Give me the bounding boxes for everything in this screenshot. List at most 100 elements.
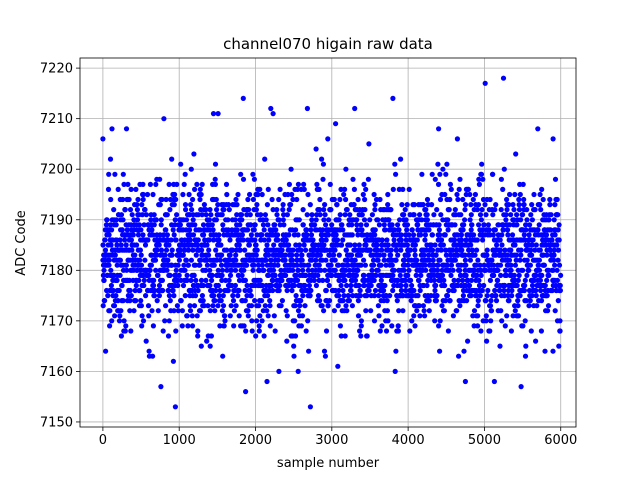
data-point <box>543 232 550 238</box>
data-point <box>197 196 203 203</box>
data-point <box>502 282 508 289</box>
data-point <box>136 277 142 283</box>
data-point <box>497 287 503 294</box>
data-point <box>283 272 289 278</box>
data-point <box>270 277 276 283</box>
data-point <box>266 252 272 258</box>
data-point <box>424 212 430 218</box>
data-point <box>468 242 474 248</box>
data-point <box>124 267 130 273</box>
data-point <box>436 222 442 228</box>
data-point <box>391 227 398 233</box>
data-point <box>500 186 506 192</box>
data-point <box>208 333 214 339</box>
data-point <box>193 277 199 283</box>
data-point <box>120 171 126 177</box>
data-point <box>402 207 408 213</box>
data-point <box>242 298 248 304</box>
outlier-point <box>109 126 115 132</box>
data-point <box>297 303 303 309</box>
data-point <box>378 277 384 283</box>
data-point <box>310 252 316 258</box>
data-point <box>156 242 162 248</box>
data-point <box>432 176 438 182</box>
data-point <box>281 222 287 228</box>
data-point <box>145 237 151 243</box>
data-point <box>532 247 538 253</box>
data-point <box>313 282 319 289</box>
data-point <box>374 242 380 248</box>
data-point <box>245 313 251 319</box>
data-point <box>414 257 420 263</box>
data-point <box>524 217 530 223</box>
data-point <box>206 247 212 253</box>
data-point <box>489 257 495 263</box>
data-point <box>538 207 544 213</box>
data-point <box>191 303 198 309</box>
data-point <box>192 293 199 299</box>
data-point <box>520 181 526 187</box>
data-point <box>266 237 272 243</box>
x-tick-label: 0 <box>99 433 107 448</box>
data-point <box>129 247 135 253</box>
data-point <box>527 222 533 228</box>
outlier-point <box>295 368 301 374</box>
data-point <box>246 242 252 248</box>
data-point <box>509 287 515 294</box>
data-point <box>134 217 141 223</box>
data-point <box>393 247 399 253</box>
data-point <box>172 217 178 223</box>
data-point <box>487 196 493 203</box>
data-point <box>140 181 146 187</box>
data-point <box>190 217 196 223</box>
data-point <box>359 227 365 233</box>
data-point <box>448 186 454 192</box>
data-point <box>253 252 259 258</box>
data-point <box>536 267 543 273</box>
data-point <box>141 277 147 283</box>
data-point <box>475 313 481 319</box>
data-point <box>143 293 149 299</box>
data-point <box>322 267 328 273</box>
data-point <box>389 323 395 329</box>
data-point <box>200 222 207 228</box>
data-point <box>195 287 201 294</box>
data-point <box>162 252 168 258</box>
data-point <box>319 156 325 162</box>
data-point <box>463 237 469 243</box>
data-point <box>206 237 212 243</box>
data-point <box>371 318 378 324</box>
data-point <box>511 272 517 278</box>
data-point <box>255 262 261 268</box>
data-point <box>203 207 209 213</box>
data-point <box>235 272 241 278</box>
data-point <box>261 333 267 339</box>
data-point <box>217 323 223 329</box>
data-point <box>325 303 331 309</box>
data-point <box>228 303 234 309</box>
data-point <box>537 247 543 253</box>
data-point <box>421 308 427 314</box>
data-point <box>276 217 282 223</box>
data-point <box>122 207 128 213</box>
data-point <box>199 212 205 218</box>
data-point <box>317 212 323 218</box>
data-point <box>550 267 556 273</box>
data-point <box>552 176 559 182</box>
data-point <box>501 166 507 172</box>
data-point <box>307 293 313 299</box>
data-point <box>338 282 344 289</box>
data-point <box>284 212 290 218</box>
outlier-point <box>158 384 164 390</box>
data-point <box>278 267 284 273</box>
data-point <box>479 227 485 233</box>
data-point <box>375 303 381 309</box>
data-point <box>480 176 486 182</box>
data-point <box>156 293 162 299</box>
data-point <box>181 181 187 187</box>
data-point <box>485 287 491 294</box>
data-point <box>245 308 251 314</box>
data-point <box>335 363 341 369</box>
data-point <box>264 242 270 248</box>
data-point <box>191 272 197 278</box>
